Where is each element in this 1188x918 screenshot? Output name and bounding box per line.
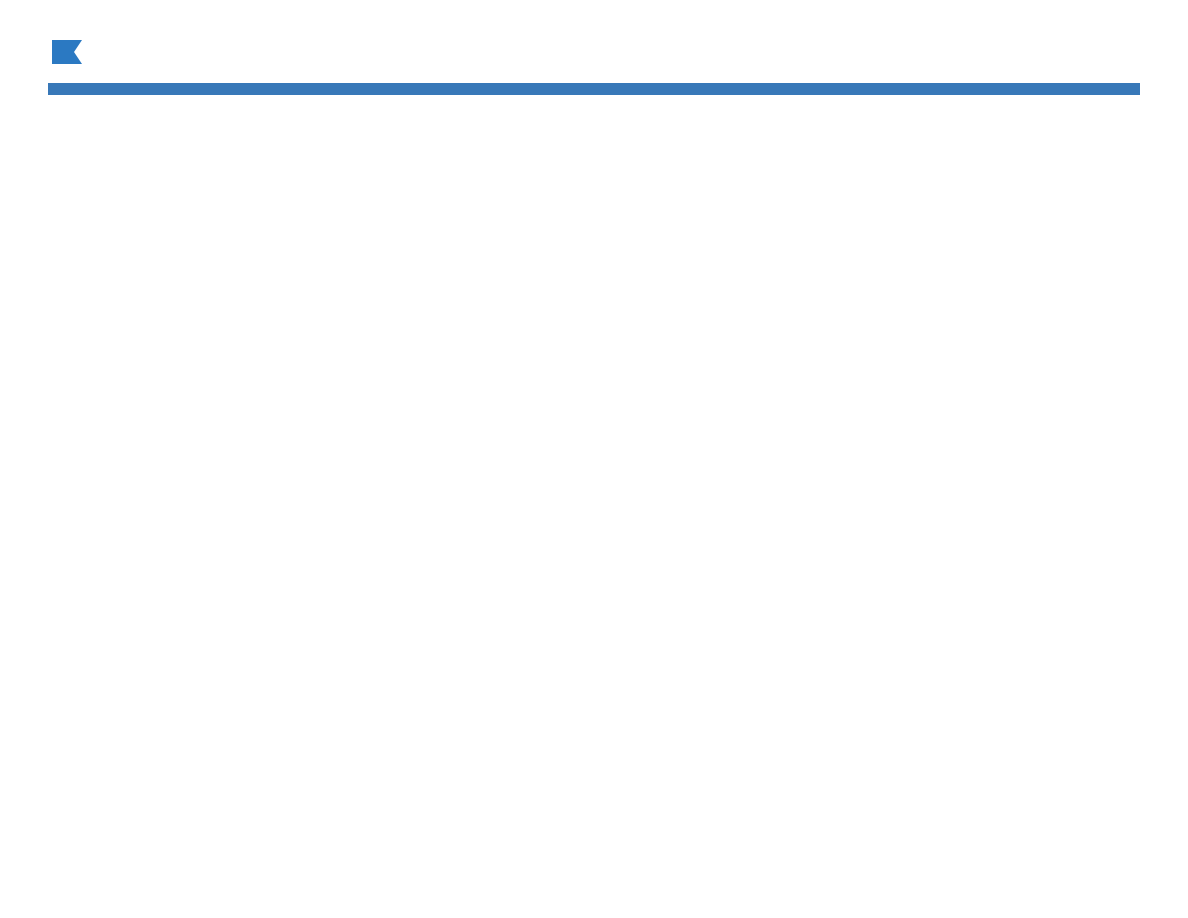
page-header bbox=[48, 40, 1140, 59]
weekday-header bbox=[360, 83, 516, 95]
logo bbox=[48, 40, 120, 59]
calendar-table bbox=[48, 83, 1140, 95]
weekday-header bbox=[984, 83, 1140, 95]
weekday-header-row bbox=[48, 83, 1140, 95]
weekday-header bbox=[204, 83, 360, 95]
weekday-header bbox=[516, 83, 672, 95]
weekday-header bbox=[672, 83, 828, 95]
logo-flag-icon bbox=[52, 40, 86, 69]
weekday-header bbox=[828, 83, 984, 95]
weekday-header bbox=[48, 83, 204, 95]
